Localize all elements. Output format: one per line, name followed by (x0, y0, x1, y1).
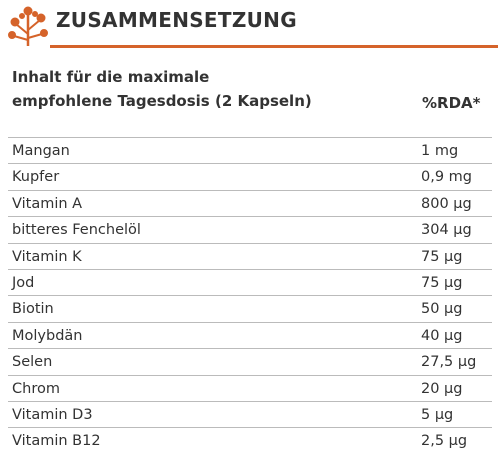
nutrient-amount: 75 µg (421, 248, 463, 265)
nutrient-amount: 20 µg (421, 380, 463, 397)
table-row: Kupfer 0,9 mg (8, 163, 492, 190)
table-row: Chrom 20 µg (8, 374, 492, 402)
nutrient-amount: 27,5 µg (421, 354, 477, 371)
table-header: Inhalt für die maximale (12, 68, 210, 86)
table-row: Mangan 1 mg (8, 137, 492, 164)
table-row: Vitamin K 75 µg (8, 242, 492, 270)
table-row: Vitamin D3 5 µg (8, 401, 492, 428)
nutrient-name: Vitamin A (12, 195, 83, 212)
nutrient-name: Kupfer (12, 169, 60, 186)
logo (8, 6, 48, 46)
nutrient-amount: 50 µg (421, 301, 463, 318)
nutrient-name: Mangan (12, 143, 70, 159)
nutrient-name: Vitamin D3 (12, 407, 93, 423)
nutrient-name: Jod (12, 275, 35, 291)
nutrient-amount: 800 µg (421, 195, 472, 212)
nutrient-amount: 304 µg (421, 222, 472, 239)
title-rule (50, 45, 498, 48)
nutrient-amount: 1 mg (421, 143, 459, 159)
table-row: Jod 75 µg (8, 269, 492, 296)
nutrient-name: Molybdän (12, 327, 83, 344)
table-header: empfohlene Tagesdosis (2 Kapseln) (12, 92, 312, 110)
table-row: bitteres Fenchelöl 304 µg (8, 216, 492, 243)
nutrient-amount: 2,5 µg (421, 433, 468, 450)
table-row: Molybdän 40 µg (8, 321, 492, 349)
table-row: Vitamin B12 2,5 µg (8, 427, 492, 454)
nutrient-amount: 40 µg (421, 327, 463, 344)
title: ZUSAMMENSETZUNG (56, 8, 297, 32)
nutrient-name: Vitamin B12 (12, 433, 101, 450)
nutrient-amount: 0,9 mg (421, 169, 472, 186)
table-header: %RDA* (422, 94, 481, 112)
nutrient-name: Chrom (12, 380, 60, 397)
nutrient-name: Biotin (12, 301, 54, 318)
table-row: Biotin 50 µg (8, 295, 492, 322)
table-row: Selen 27,5 µg (8, 348, 492, 375)
table-row: Vitamin A 800 µg (8, 189, 492, 217)
nutrient-amount: 75 µg (421, 275, 463, 291)
nutrient-name: Vitamin K (12, 248, 82, 265)
nutrient-amount: 5 µg (421, 407, 454, 423)
nutrient-name: bitteres Fenchelöl (12, 222, 141, 239)
nutrient-name: Selen (12, 354, 53, 371)
